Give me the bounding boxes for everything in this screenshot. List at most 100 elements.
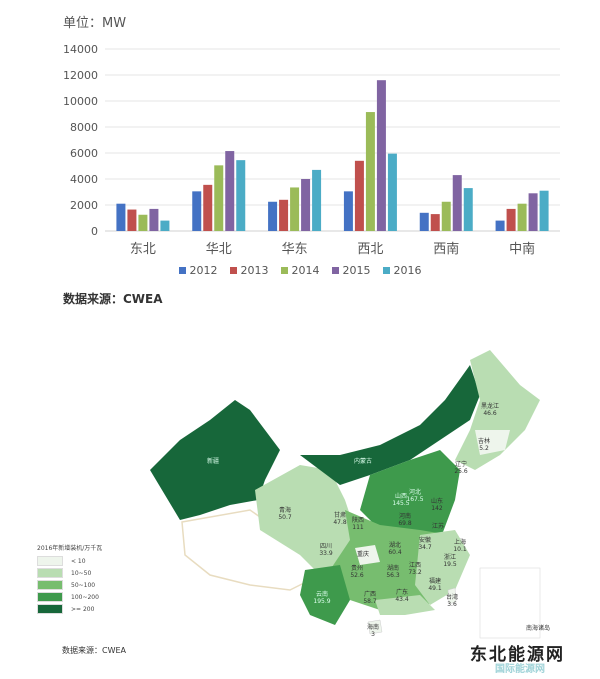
province-value: 73.2 (408, 569, 422, 576)
map-legend-title: 2016年新增装机/万千瓦 (37, 545, 103, 552)
bar-2016-西北 (387, 153, 397, 231)
province-name: 福建 (428, 578, 442, 585)
x-tick-label: 东北 (130, 242, 156, 257)
province-name: 南海诸岛 (525, 625, 551, 632)
province-value: 3 (371, 631, 375, 638)
map-legend-item: 100~200 (37, 591, 102, 603)
legend-label: 2012 (189, 264, 218, 277)
province-label: 上海 10.1 (453, 539, 466, 553)
province-value: 3.6 (447, 601, 457, 608)
bar-2016-中南 (539, 190, 549, 231)
province-label: 辽宁 25.6 (454, 461, 467, 475)
province-label: 湖北 60.4 (388, 542, 401, 556)
map-region-xinjiang (150, 400, 280, 520)
legend-label: 2016 (393, 264, 422, 277)
province-name: 江西 (408, 562, 422, 569)
bar-2012-华北 (192, 191, 202, 231)
y-tick-label: 8000 (70, 121, 98, 134)
bar-2013-西北 (354, 160, 364, 231)
bar-2014-西北 (365, 112, 375, 231)
province-name: 陕西 (351, 517, 365, 524)
map-legend-item: 10~50 (37, 567, 102, 579)
province-name: 甘肃 (333, 512, 347, 519)
province-name: 吉林 (477, 438, 491, 445)
province-name: 台湾 (445, 594, 459, 601)
province-value: 47.8 (333, 519, 347, 526)
map-legend-item: >= 200 (37, 603, 102, 615)
province-value: 19.5 (443, 561, 457, 568)
province-name: 湖南 (386, 565, 400, 572)
map-legend-swatch (37, 604, 63, 614)
province-label: 南海诸岛 (526, 625, 550, 632)
watermark-logo: 东北能源网 (470, 645, 565, 665)
province-label: 江苏 (432, 523, 444, 530)
province-value: 111 (352, 524, 364, 531)
province-name: 新疆 (206, 458, 220, 465)
map-region-qinghai-sichuan (255, 465, 355, 575)
bar-2014-中南 (517, 203, 527, 231)
province-name: 浙江 (443, 554, 457, 561)
province-name: 青海 (278, 507, 292, 514)
x-tick-label: 华北 (206, 242, 232, 257)
map-region-guangdong (375, 595, 435, 615)
bar-2012-中南 (495, 220, 505, 231)
map-region-taiwan (447, 587, 457, 605)
province-label: 甘肃 47.8 (333, 512, 346, 526)
x-tick-label: 华东 (282, 242, 308, 257)
province-name: 安徽 (418, 537, 432, 544)
province-label: 河北 167.5 (406, 489, 423, 503)
bar-2016-华东 (312, 169, 322, 231)
province-label: 云南 195.9 (313, 591, 330, 605)
y-tick-label: 12000 (63, 69, 98, 82)
y-tick-label: 14000 (63, 43, 98, 56)
province-name: 河北 (408, 489, 421, 496)
legend-swatch (331, 267, 339, 274)
province-label: 山西 145.5 (392, 493, 409, 507)
bar-2015-华北 (225, 151, 235, 231)
bar-2013-东北 (127, 209, 137, 231)
province-name: 山西 (394, 493, 407, 500)
bar-2012-西北 (343, 191, 353, 231)
bar-chart: 0 2000 4000 6000 8000 10000 12000 14000 东北 华北 华东 西北… (63, 43, 560, 257)
province-label: 山东 142 (431, 498, 443, 512)
province-value: 58.7 (363, 598, 377, 605)
province-label: 湖南 56.3 (386, 565, 399, 579)
data-source-label: 数据来源：CWEA (63, 292, 163, 306)
bar-2014-西南 (441, 201, 451, 231)
legend-item: 2013 (229, 264, 269, 277)
province-value: 60.4 (388, 549, 402, 556)
province-name: 湖北 (388, 542, 402, 549)
legend-swatch (178, 267, 186, 274)
province-name: 内蒙古 (353, 458, 373, 465)
province-name: 河南 (398, 513, 412, 520)
province-label: 广西 58.7 (363, 591, 376, 605)
province-value: 145.5 (392, 500, 410, 507)
province-name: 山东 (430, 498, 444, 505)
bar-2014-华北 (214, 165, 224, 231)
province-value: 52.6 (350, 572, 364, 579)
province-name: 重庆 (356, 551, 370, 558)
y-tick-label: 2000 (70, 199, 98, 212)
legend-item: 2012 (178, 264, 218, 277)
province-name: 广西 (363, 591, 377, 598)
bar-2016-东北 (160, 220, 170, 231)
watermark-sub: 国际能源网 (495, 664, 545, 675)
map-region-hainan (367, 619, 383, 635)
x-tick-label: 西南 (433, 241, 459, 257)
x-tick-label: 中南 (509, 241, 535, 257)
province-name: 黑龙江 (480, 403, 500, 410)
province-label: 陕西 111 (352, 517, 364, 531)
legend-label: 2015 (342, 264, 371, 277)
bar-2013-华北 (203, 184, 213, 231)
bar-2013-中南 (506, 208, 516, 231)
bar-2015-华东 (301, 179, 311, 231)
map-region-chongqing (355, 545, 380, 565)
china-wind-map (150, 350, 541, 639)
map-legend-swatch (37, 592, 63, 602)
province-value: 33.9 (319, 550, 333, 557)
unit-label: 单位：MW (63, 16, 127, 31)
bar-2016-华北 (236, 160, 246, 231)
bar-2013-华东 (279, 199, 289, 231)
province-label: 吉林 5.2 (478, 438, 490, 452)
province-name: 贵州 (350, 565, 364, 572)
